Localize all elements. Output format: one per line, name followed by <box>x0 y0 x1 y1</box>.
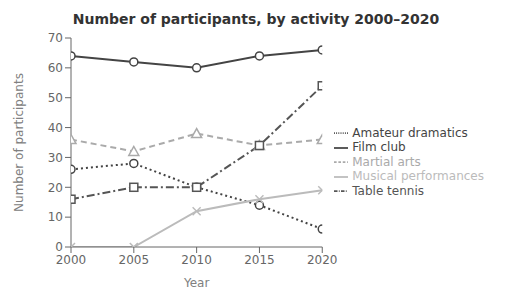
html-text:Amateur dramatics: Amateur dramatics <box>352 125 468 140</box>
svg-text:40: 40 <box>48 121 63 135</box>
html-text:Film club: Film club <box>352 140 406 155</box>
svg-text:2005: 2005 <box>119 253 150 267</box>
svg-text:10: 10 <box>48 210 63 224</box>
svg-text:50: 50 <box>48 91 63 105</box>
svg-text:70: 70 <box>48 31 63 45</box>
html-text:Musical performances: Musical performances <box>352 169 484 184</box>
svg-text:Number of participants: Number of participants <box>12 73 26 212</box>
svg-text:30: 30 <box>48 151 63 165</box>
svg-text:Year: Year <box>183 276 209 290</box>
svg-text:2000: 2000 <box>56 253 87 267</box>
html-text:Table tennis: Table tennis <box>352 183 424 198</box>
html-text:Martial arts: Martial arts <box>352 154 421 169</box>
html-text:Number of participants, by act: Number of participants, by activity 2000… <box>72 11 440 27</box>
svg-text:20: 20 <box>48 181 63 195</box>
svg-text:60: 60 <box>48 61 63 75</box>
svg-text:2020: 2020 <box>307 253 338 267</box>
svg-text:0: 0 <box>55 240 63 254</box>
svg-text:2010: 2010 <box>181 253 212 267</box>
svg-text:2015: 2015 <box>244 253 275 267</box>
